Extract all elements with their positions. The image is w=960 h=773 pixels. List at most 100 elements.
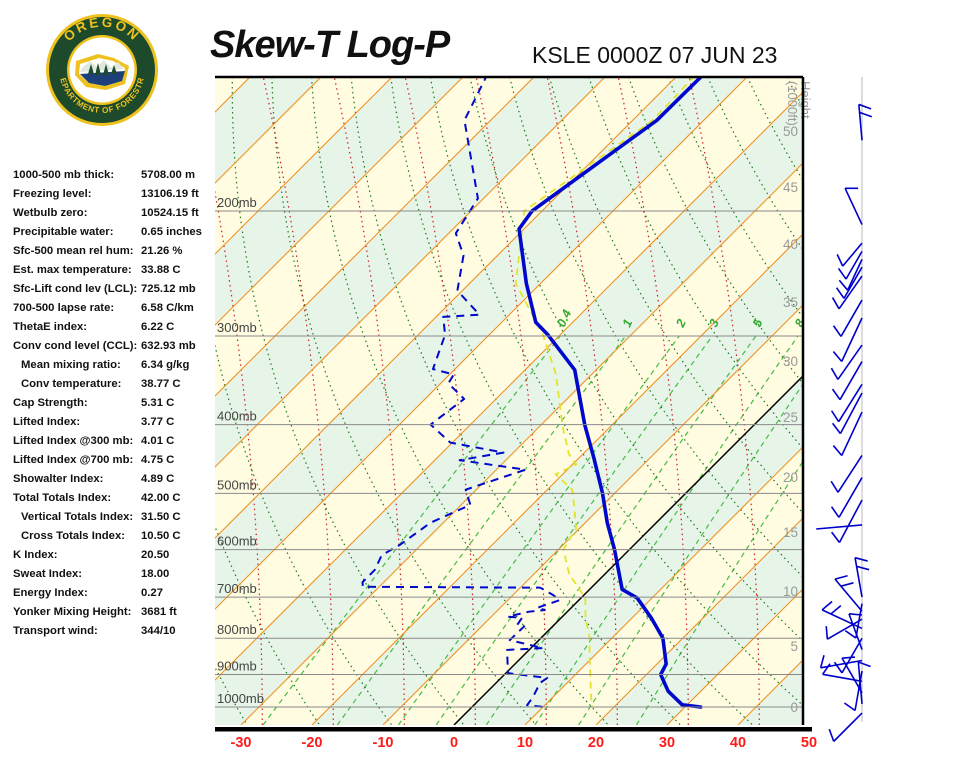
wind-barb-staff — [839, 392, 863, 434]
stat-row: ThetaE index: 6.22 C — [13, 319, 228, 338]
stat-row: Precipitable water: 0.65 inches — [13, 224, 228, 243]
stat-row: Cross Totals Index: 10.50 C — [13, 528, 228, 547]
wind-barb-tick — [841, 656, 856, 659]
stat-label: 700-500 lapse rate: — [13, 302, 115, 314]
isotherm-band — [215, 77, 250, 112]
stat-row: Wetbulb zero: 10524.15 ft — [13, 205, 228, 224]
stat-row: Cap Strength: 5.31 C — [13, 395, 228, 414]
stat-value: 4.75 C — [141, 454, 175, 466]
stat-value: 5.31 C — [141, 397, 175, 409]
wind-barb-staff — [857, 661, 863, 704]
pressure-label: 300mb — [217, 320, 257, 335]
temp-axis-label: -10 — [373, 735, 394, 751]
height-tick-label: 45 — [783, 180, 798, 195]
wind-barb-staff — [834, 578, 863, 612]
pressure-label: 700mb — [217, 581, 257, 596]
stat-row: Freezing level: 13106.19 ft — [13, 186, 228, 205]
isotherm-line — [382, 304, 803, 725]
height-tick-label: 35 — [783, 295, 798, 310]
height-tick-label: 5 — [790, 639, 798, 654]
wind-barb-tick — [844, 629, 857, 639]
dry-adiabat-line — [786, 77, 803, 109]
wind-barb-tick — [830, 367, 839, 380]
wind-barb-tick — [830, 410, 840, 423]
stat-label: Freezing level: — [13, 188, 92, 200]
stat-row: Lifted Index @300 mb: 4.01 C — [13, 433, 228, 452]
stat-value: 344/10 — [141, 625, 176, 637]
temperature-trace — [517, 77, 704, 709]
stat-value: 33.88 C — [141, 264, 181, 276]
wind-barb-staff — [858, 104, 863, 141]
wind-barb-tick — [830, 480, 839, 493]
temp-axis-label: 40 — [730, 735, 746, 751]
wind-barb-tick — [831, 422, 842, 435]
wind-barb-staff — [822, 673, 863, 683]
stat-value: 5708.00 m — [141, 169, 196, 181]
wind-barb-staff — [839, 361, 863, 401]
wind-barb-tick — [858, 661, 871, 668]
height-tick-label: 25 — [783, 410, 798, 425]
wind-barb-tick — [858, 103, 872, 110]
isotherm-line — [215, 77, 251, 113]
wind-barb-tick — [833, 661, 843, 674]
wind-barb-staff — [843, 266, 863, 299]
wind-barbs — [816, 77, 873, 742]
stat-label: Transport wind: — [13, 625, 98, 637]
plot-area — [0, 77, 960, 725]
stat-value: 20.50 — [141, 549, 170, 561]
stat-label: Lifted Index @300 mb: — [13, 435, 134, 447]
wind-barb-tick — [834, 574, 848, 580]
pressure-label: 1000mb — [217, 691, 264, 706]
wind-barb-staff — [840, 411, 863, 456]
stat-row: Est. max temperature: 33.88 C — [13, 262, 228, 281]
stat-label: Sfc-Lift cond lev (LCL): — [13, 283, 138, 295]
wetbulb-trace — [514, 77, 696, 708]
height-tick-label: 40 — [783, 237, 798, 252]
height-tick-label: 0 — [790, 700, 798, 715]
dry-adiabat-line — [310, 77, 609, 725]
stat-row: Sfc-500 mean rel hum: 21.26 % — [13, 243, 228, 262]
stat-value: 6.22 C — [141, 321, 175, 333]
sounding-stats-panel: 1000-500 mb thick: 5708.00 m Freezing leve… — [13, 167, 228, 642]
height-tick-label: 10 — [783, 584, 798, 599]
isotherm-line — [215, 77, 748, 610]
pressure-label: 500mb — [217, 477, 257, 492]
stat-value: 4.89 C — [141, 473, 175, 485]
dry-adiabat-line — [390, 77, 754, 725]
stat-row: K Index: 20.50 — [13, 547, 228, 566]
isotherm-line — [0, 77, 179, 725]
wind-barb-staff — [841, 657, 863, 694]
odf-logo: OREGON DEPARTMENT OF FORESTRY — [46, 14, 158, 126]
station-time-label: KSLE 0000Z 07 JUN 23 — [532, 42, 778, 68]
height-tick-label: 20 — [783, 470, 798, 485]
pressure-label: 800mb — [217, 622, 257, 637]
stat-row: Conv temperature: 38.77 C — [13, 376, 228, 395]
temp-axis-label: 20 — [588, 735, 604, 751]
isotherm-line — [666, 588, 803, 725]
stat-value: 6.58 C/km — [141, 302, 194, 314]
height-axis-title: (1000ft) — [785, 81, 800, 126]
wind-barb-tick — [828, 728, 835, 742]
wind-barb-staff — [837, 454, 863, 493]
stat-label: Showalter Index: — [13, 473, 104, 485]
wind-barb-staff — [841, 637, 863, 674]
stat-row: Showalter Index: 4.89 C — [13, 471, 228, 490]
wind-barb-staff — [844, 187, 863, 225]
wind-barb-staff — [838, 383, 863, 423]
stat-value: 42.00 C — [141, 492, 181, 504]
isotherm-band — [809, 77, 960, 725]
pressure-label: 600mb — [217, 534, 257, 549]
isotherm-line — [215, 77, 464, 326]
stat-value: 725.12 mb — [141, 283, 196, 295]
stat-label: Est. max temperature: — [13, 264, 132, 276]
wind-barb-tick — [832, 325, 842, 337]
stat-row: 1000-500 mb thick: 5708.00 m — [13, 167, 228, 186]
stat-label: Vertical Totals Index: — [21, 511, 134, 523]
pressure-label: 200mb — [217, 195, 257, 210]
stat-row: Energy Index: 0.27 — [13, 585, 228, 604]
isotherm-line — [215, 91, 803, 681]
stat-label: Wetbulb zero: — [13, 207, 88, 219]
wind-barb-tick — [830, 604, 842, 615]
stat-row: 700-500 lapse rate: 6.58 C/km — [13, 300, 228, 319]
